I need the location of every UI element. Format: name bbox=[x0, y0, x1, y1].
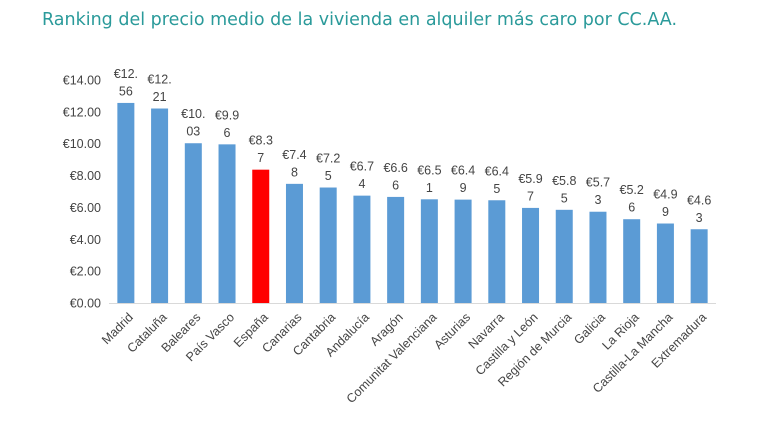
x-category-label: Asturias bbox=[431, 310, 473, 352]
bar-value-label: €4.9 9 bbox=[653, 188, 677, 220]
bars bbox=[117, 102, 708, 304]
bar-value-label: €6.4 5 bbox=[485, 164, 509, 196]
y-tick-label: €10.00 bbox=[63, 137, 101, 151]
bar bbox=[454, 199, 472, 303]
y-tick-label: €4.00 bbox=[70, 233, 101, 247]
bar bbox=[387, 196, 405, 303]
y-tick-label: €0.00 bbox=[70, 297, 101, 311]
bar bbox=[623, 219, 641, 303]
bar-value-label: €6.5 1 bbox=[417, 163, 441, 195]
bar-value-label: €8.3 7 bbox=[249, 134, 273, 166]
bar bbox=[218, 144, 236, 303]
bar bbox=[353, 195, 371, 303]
bar bbox=[690, 229, 708, 303]
bar bbox=[488, 200, 506, 303]
bar-value-label: €7.2 5 bbox=[316, 152, 340, 184]
y-tick-label: €12.00 bbox=[63, 105, 101, 119]
bar-value-label: €5.7 3 bbox=[586, 176, 610, 208]
bar-value-label: €6.6 6 bbox=[383, 161, 407, 193]
value-labels: €12. 56 €12. 21 €10. 03 €9.9 6 €8.3 7 €7.4 8 €7.2 5 €6… bbox=[114, 67, 712, 225]
bar-value-label: €6.4 9 bbox=[451, 164, 475, 196]
chart-title: Ranking del precio medio de la vivienda … bbox=[42, 10, 678, 30]
bar bbox=[522, 207, 540, 303]
bar bbox=[184, 143, 202, 303]
bar bbox=[656, 223, 674, 303]
bar bbox=[285, 183, 303, 303]
bar-value-label: €4.6 3 bbox=[687, 193, 711, 225]
bar-value-label: €9.9 6 bbox=[215, 108, 239, 140]
y-tick-label: €2.00 bbox=[70, 265, 101, 279]
bar bbox=[555, 209, 573, 303]
bar-value-label: €5.9 7 bbox=[518, 172, 542, 204]
y-axis: €0.00 €2.00 €4.00 €6.00 €8.00 €10.00 €12.00 €14… bbox=[63, 74, 101, 311]
y-tick-label: €6.00 bbox=[70, 201, 101, 215]
bar bbox=[252, 169, 270, 303]
bar bbox=[117, 102, 135, 304]
bar-value-label: €6.7 4 bbox=[350, 160, 374, 192]
bar bbox=[589, 211, 607, 303]
y-tick-label: €14.00 bbox=[63, 74, 101, 88]
bar-value-label: €5.8 5 bbox=[552, 174, 576, 206]
bar bbox=[420, 199, 438, 303]
bar-value-label: €12. 56 bbox=[114, 67, 138, 99]
bar-value-label: €12. 21 bbox=[147, 73, 171, 105]
y-tick-label: €8.00 bbox=[70, 169, 101, 183]
bar-value-label: €7.4 8 bbox=[282, 148, 306, 180]
bar bbox=[319, 187, 337, 303]
bar bbox=[151, 108, 169, 303]
bar-value-label: €10. 03 bbox=[181, 107, 205, 138]
bar-value-label: €5.2 6 bbox=[620, 183, 644, 215]
